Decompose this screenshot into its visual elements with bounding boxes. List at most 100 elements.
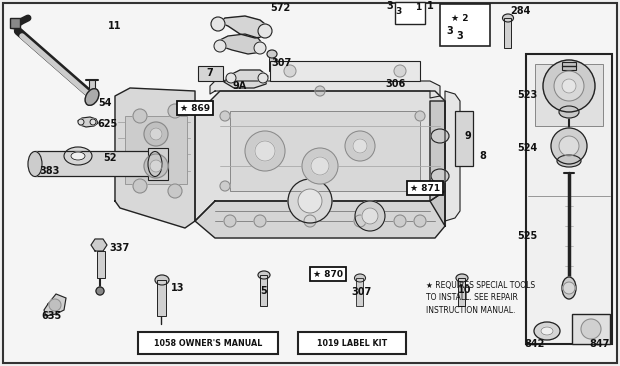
Text: 1: 1 — [427, 1, 433, 11]
Polygon shape — [445, 91, 460, 221]
Bar — [97, 251, 105, 278]
Text: 13: 13 — [171, 283, 185, 293]
Circle shape — [168, 184, 182, 198]
Text: 3: 3 — [395, 7, 401, 15]
Text: 842: 842 — [525, 339, 545, 349]
Bar — [148, 148, 168, 180]
Ellipse shape — [64, 147, 92, 165]
Circle shape — [214, 40, 226, 52]
Text: 7: 7 — [206, 68, 213, 78]
Circle shape — [581, 319, 601, 339]
Bar — [526, 54, 612, 344]
Bar — [395, 2, 425, 24]
Bar — [356, 278, 363, 306]
Polygon shape — [44, 294, 66, 316]
Text: ★ 869: ★ 869 — [180, 104, 210, 112]
Text: 306: 306 — [385, 79, 405, 89]
Circle shape — [355, 201, 385, 231]
Circle shape — [563, 282, 575, 294]
Text: 3: 3 — [446, 26, 453, 36]
Circle shape — [258, 73, 268, 83]
Circle shape — [298, 189, 322, 213]
Circle shape — [211, 17, 225, 31]
Polygon shape — [195, 191, 445, 238]
Text: 1058 OWNER'S MANUAL: 1058 OWNER'S MANUAL — [154, 339, 262, 347]
Bar — [440, 4, 490, 46]
Circle shape — [415, 111, 425, 121]
Bar — [35, 151, 155, 176]
Circle shape — [49, 299, 61, 311]
Bar — [89, 80, 95, 98]
Circle shape — [304, 215, 316, 227]
Ellipse shape — [541, 327, 553, 335]
Ellipse shape — [559, 106, 579, 118]
Circle shape — [168, 104, 182, 118]
Ellipse shape — [355, 274, 366, 282]
Bar — [298, 332, 406, 354]
Circle shape — [284, 65, 296, 77]
Text: 383: 383 — [40, 166, 60, 176]
Circle shape — [551, 128, 587, 164]
Circle shape — [414, 215, 426, 227]
Text: ★ 871: ★ 871 — [410, 183, 440, 193]
Ellipse shape — [557, 155, 581, 167]
Text: ★ REQUIRES SPECIAL TOOLS
TO INSTALL. SEE REPAIR
INSTRUCTION MANUAL.: ★ REQUIRES SPECIAL TOOLS TO INSTALL. SEE… — [426, 281, 535, 315]
Text: 1: 1 — [415, 4, 421, 12]
Text: 524: 524 — [517, 143, 537, 153]
Circle shape — [226, 73, 236, 83]
Ellipse shape — [148, 152, 162, 176]
Text: 9: 9 — [464, 131, 471, 141]
Bar — [504, 18, 511, 48]
Text: 5: 5 — [260, 286, 267, 296]
Circle shape — [220, 111, 230, 121]
Text: 54: 54 — [98, 98, 112, 108]
Circle shape — [224, 215, 236, 227]
Text: 9A: 9A — [233, 81, 247, 91]
Ellipse shape — [28, 152, 42, 176]
Polygon shape — [430, 101, 445, 226]
Ellipse shape — [502, 14, 513, 22]
Polygon shape — [210, 81, 440, 98]
Circle shape — [78, 119, 84, 125]
Bar — [269, 54, 275, 71]
Bar — [260, 275, 267, 306]
Circle shape — [311, 157, 329, 175]
Bar — [138, 332, 278, 354]
Bar — [562, 62, 576, 70]
Ellipse shape — [258, 271, 270, 279]
Polygon shape — [218, 34, 264, 54]
Circle shape — [254, 42, 266, 54]
Ellipse shape — [155, 275, 169, 285]
Circle shape — [96, 287, 104, 295]
Text: ★ 870: ★ 870 — [313, 269, 343, 279]
Circle shape — [394, 215, 406, 227]
Polygon shape — [78, 117, 98, 127]
Text: 337: 337 — [110, 243, 130, 253]
Bar — [157, 280, 166, 316]
Circle shape — [245, 131, 285, 171]
Circle shape — [315, 86, 325, 96]
Text: 635: 635 — [42, 311, 62, 321]
Circle shape — [353, 139, 367, 153]
Circle shape — [559, 136, 579, 156]
Text: 1019 LABEL KIT: 1019 LABEL KIT — [317, 339, 387, 347]
Circle shape — [150, 160, 162, 172]
Text: eReplacementParts.com: eReplacementParts.com — [216, 176, 404, 190]
Text: 11: 11 — [108, 21, 122, 31]
Text: 847: 847 — [590, 339, 610, 349]
Text: 3: 3 — [456, 31, 463, 41]
Bar — [10, 18, 20, 28]
Polygon shape — [115, 88, 195, 228]
Text: 307: 307 — [352, 287, 372, 297]
Circle shape — [255, 141, 275, 161]
Circle shape — [144, 122, 168, 146]
Ellipse shape — [85, 89, 99, 105]
Ellipse shape — [456, 274, 468, 282]
Polygon shape — [195, 91, 445, 221]
Circle shape — [543, 60, 595, 112]
Text: 3: 3 — [387, 1, 393, 11]
Bar — [455, 111, 473, 166]
Polygon shape — [224, 70, 268, 88]
Bar — [230, 111, 420, 191]
Circle shape — [254, 215, 266, 227]
